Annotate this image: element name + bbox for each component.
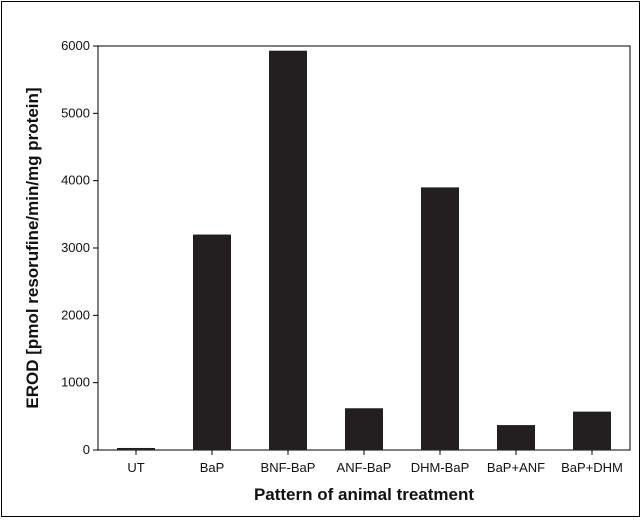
bar [497, 425, 535, 450]
x-axis-ticks: UT BaP BNF-BaP ANF-BaP DHM-BaP BaP+ANF BaP+DHM [127, 450, 623, 475]
x-tick-label: ANF-BaP [337, 460, 392, 475]
x-tick-label: UT [127, 460, 144, 475]
y-tick-label: 6000 [61, 38, 90, 53]
y-tick-label: 2000 [61, 307, 90, 322]
y-tick-label: 4000 [61, 173, 90, 188]
bar [421, 187, 459, 450]
x-tick-label: BNF-BaP [261, 460, 316, 475]
y-axis-ticks: 0 1000 2000 3000 4000 5000 6000 [61, 38, 98, 457]
y-axis-title: EROD [pmol resorufine/min/mg protein] [23, 87, 42, 408]
bar [269, 50, 307, 451]
bar [345, 408, 383, 450]
y-tick-label: 1000 [61, 375, 90, 390]
x-axis-title: Pattern of animal treatment [254, 485, 474, 504]
y-tick-label: 0 [83, 442, 90, 457]
bar [573, 411, 611, 450]
x-tick-label: DHM-BaP [411, 460, 470, 475]
y-tick-label: 5000 [61, 105, 90, 120]
bar [117, 447, 155, 450]
plot-area [97, 45, 631, 451]
x-tick-label: BaP [200, 460, 225, 475]
bar [193, 234, 231, 450]
bars [117, 50, 611, 451]
plot-border [97, 45, 631, 451]
x-tick-label: BaP+DHM [561, 460, 623, 475]
y-tick-label: 3000 [61, 240, 90, 255]
x-tick-label: BaP+ANF [487, 460, 545, 475]
